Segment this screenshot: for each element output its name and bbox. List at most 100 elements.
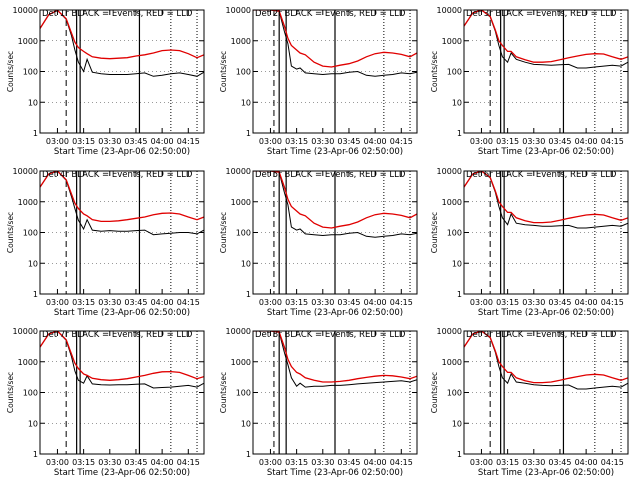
detector-plot-2: 1 10 100 1000 10000 03:00 03:15 03:30 03:45 04:00…: [219, 6, 418, 157]
series-lld-line: [40, 171, 204, 223]
x-tick-label: 04:00: [575, 298, 598, 307]
x-axis-label: Start Time (23-Apr-06 02:50:00): [478, 468, 614, 478]
x-tick-label: 04:15: [390, 458, 413, 467]
x-tick-label: 03:30: [311, 458, 334, 467]
y-tick-label: 100: [236, 229, 251, 238]
y-axis-label: Counts/sec: [430, 212, 439, 253]
x-tick-label: 04:00: [364, 458, 387, 467]
y-tick-label: 10000: [13, 6, 38, 15]
x-tick-label: 03:30: [98, 137, 121, 146]
series-events-line: [40, 171, 204, 236]
x-tick-label: 03:45: [337, 298, 360, 307]
x-tick-label: 03:15: [496, 137, 519, 146]
plot-title: Det 4r BLACK = Events, RED = LLD: [42, 170, 193, 180]
plot-title: Det 9r BLACK = Events, RED = LLD: [466, 330, 617, 340]
y-tick-label: 10: [28, 259, 38, 268]
y-axis-label: Counts/sec: [6, 212, 15, 253]
y-tick-label: 1: [246, 450, 251, 459]
x-axis-label: Start Time (23-Apr-06 02:50:00): [267, 468, 403, 478]
y-tick-label: 1000: [18, 358, 38, 367]
detector-plot-3: 1 10 100 1000 10000 03:00 03:15 03:30 03:45 04:00…: [430, 6, 629, 157]
detector-plot-4: 1 10 100 1000 10000 03:00 03:15 03:30 03:45 04:00…: [6, 167, 205, 318]
x-tick-label: 03:30: [522, 137, 545, 146]
plot-title: Det 6r BLACK = Events, RED = LLD: [466, 170, 617, 180]
series-lld-line: [253, 171, 417, 229]
y-axis-label: Counts/sec: [6, 51, 15, 92]
x-tick-label: 04:00: [575, 458, 598, 467]
detector-plot-5: 1 10 100 1000 10000 03:00 03:15 03:30 03:45 04:00…: [219, 167, 418, 318]
x-tick-label: 04:15: [177, 298, 200, 307]
y-tick-label: 100: [236, 389, 251, 398]
x-tick-label: 03:15: [496, 458, 519, 467]
detector-plot-7: 1 10 100 1000 10000 03:00 03:15 03:30 03:45 04:00…: [6, 327, 205, 478]
y-tick-label: 10: [28, 419, 38, 428]
y-tick-label: 10: [452, 98, 462, 107]
detector-plot-9: 1 10 100 1000 10000 03:00 03:15 03:30 03:45 04:00…: [430, 327, 629, 478]
x-tick-label: 04:15: [601, 458, 624, 467]
y-tick-label: 1000: [231, 198, 251, 207]
y-tick-label: 1: [246, 290, 251, 299]
x-tick-label: 03:00: [46, 458, 69, 467]
y-tick-label: 1000: [18, 37, 38, 46]
x-tick-label: 03:45: [548, 458, 571, 467]
y-axis-label: Counts/sec: [219, 372, 228, 413]
detector-plot-1: 1 10 100 1000 10000 03:00 03:15 03:30 03:45 04:00…: [6, 6, 205, 157]
x-tick-label: 03:30: [98, 458, 121, 467]
x-tick-label: 03:00: [470, 458, 493, 467]
y-tick-label: 10000: [437, 327, 462, 336]
y-tick-label: 10000: [226, 167, 251, 176]
y-tick-label: 1: [457, 450, 462, 459]
x-tick-label: 03:45: [337, 137, 360, 146]
plot-title: Det 2r BLACK = Events, RED = LLD: [255, 9, 406, 19]
y-tick-label: 10000: [437, 6, 462, 15]
y-tick-label: 1000: [442, 37, 462, 46]
x-tick-label: 03:15: [285, 458, 308, 467]
x-tick-label: 03:45: [548, 298, 571, 307]
y-tick-label: 1000: [18, 198, 38, 207]
series-lld-line: [40, 331, 204, 381]
y-tick-label: 10: [241, 98, 251, 107]
x-axis-label: Start Time (23-Apr-06 02:50:00): [54, 468, 190, 478]
x-tick-label: 03:00: [46, 298, 69, 307]
x-tick-label: 04:15: [601, 298, 624, 307]
x-tick-label: 03:15: [72, 137, 95, 146]
x-tick-label: 03:15: [496, 298, 519, 307]
x-tick-label: 03:45: [124, 458, 147, 467]
x-tick-label: 04:00: [575, 137, 598, 146]
x-tick-label: 03:00: [470, 298, 493, 307]
y-tick-label: 1: [33, 450, 38, 459]
x-tick-label: 03:45: [124, 298, 147, 307]
x-tick-label: 03:30: [311, 137, 334, 146]
y-tick-label: 10000: [226, 327, 251, 336]
y-axis-label: Counts/sec: [219, 51, 228, 92]
series-lld-line: [464, 10, 628, 63]
y-tick-label: 10000: [226, 6, 251, 15]
x-tick-label: 04:15: [390, 298, 413, 307]
x-tick-label: 04:00: [151, 458, 174, 467]
x-tick-label: 03:30: [522, 458, 545, 467]
series-events-line: [253, 171, 417, 238]
y-tick-label: 1000: [231, 37, 251, 46]
series-events-line: [253, 10, 417, 77]
x-tick-label: 03:30: [311, 298, 334, 307]
plot-title: Det 5r BLACK = Events, RED = LLD: [255, 170, 406, 180]
x-axis-label: Start Time (23-Apr-06 02:50:00): [267, 308, 403, 318]
x-tick-label: 03:00: [259, 137, 282, 146]
x-tick-label: 03:45: [548, 137, 571, 146]
x-tick-label: 03:30: [522, 298, 545, 307]
x-tick-label: 03:00: [470, 137, 493, 146]
x-tick-label: 03:15: [72, 298, 95, 307]
detector-plot-6: 1 10 100 1000 10000 03:00 03:15 03:30 03:45 04:00…: [430, 167, 629, 318]
x-tick-label: 04:00: [151, 137, 174, 146]
y-axis-label: Counts/sec: [430, 51, 439, 92]
y-tick-label: 10: [241, 259, 251, 268]
x-tick-label: 04:15: [177, 458, 200, 467]
series-lld-line: [253, 10, 417, 68]
series-events-line: [253, 331, 417, 388]
x-axis-label: Start Time (23-Apr-06 02:50:00): [267, 147, 403, 157]
x-axis-label: Start Time (23-Apr-06 02:50:00): [478, 308, 614, 318]
x-tick-label: 03:45: [337, 458, 360, 467]
plot-title: Det 8r BLACK = Events, RED = LLD: [255, 330, 406, 340]
x-tick-label: 03:00: [259, 458, 282, 467]
